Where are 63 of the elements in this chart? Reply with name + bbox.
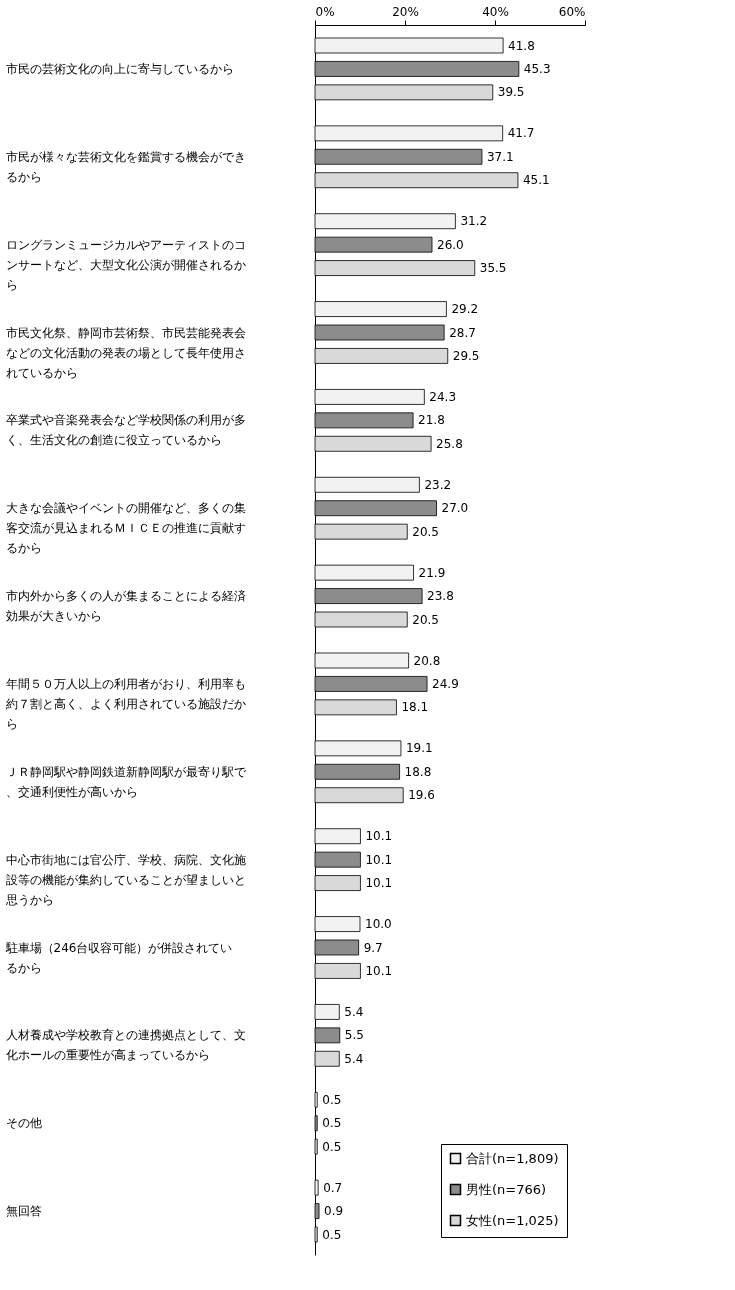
data-label: 10.1	[365, 876, 393, 891]
y-tick-label: 市内外から多くの人が集まることによる経済効果が大きいから	[5, 589, 246, 624]
y-tick-label: 市民が様々な芸術文化を鑑賞する機会ができるから	[5, 149, 246, 184]
data-label: 27.0	[441, 501, 469, 516]
legend-label: 合計(n=1,809)	[466, 1150, 559, 1166]
data-label: 9.7	[363, 940, 383, 955]
data-label: 18.8	[404, 764, 432, 779]
x-tick-label: 40%	[482, 4, 509, 19]
data-label: 10.1	[365, 963, 393, 978]
data-label: 0.5	[322, 1116, 342, 1131]
data-label: 21.9	[418, 565, 446, 580]
legend-label: 男性(n=766)	[466, 1181, 547, 1197]
data-label: 10.1	[365, 852, 393, 867]
data-label: 21.8	[418, 413, 445, 428]
data-label: 24.3	[429, 389, 457, 404]
y-tick-label: 中心市街地には官公庁、学校、病院、文化施設等の機能が集約していることが望ましいと思うから	[4, 852, 246, 907]
data-label: 39.5	[497, 85, 525, 100]
data-label: 19.1	[405, 741, 433, 756]
data-label: 35.5	[479, 261, 507, 276]
x-tick-label: 20%	[392, 4, 419, 19]
y-tick-label: 駐車場（246台収容可能）が併設されているから	[4, 940, 233, 975]
data-label: 5.4	[344, 1051, 364, 1066]
data-label: 10.1	[365, 829, 393, 844]
data-label: 20.5	[412, 524, 439, 539]
data-label: 20.5	[412, 612, 439, 627]
data-label: 24.9	[432, 676, 459, 691]
y-tick-label: ロングランミュージカルやアーティストのコンサートなど、大型文化公演が開催されるから	[5, 237, 246, 292]
data-label: 37.1	[486, 149, 514, 164]
data-label: 20.8	[413, 653, 441, 668]
data-label: 31.2	[460, 214, 488, 229]
data-label: 0.5	[322, 1139, 342, 1154]
data-label: 5.4	[344, 1004, 364, 1019]
data-label: 28.7	[449, 325, 476, 340]
x-tick-label: 0%	[315, 4, 335, 19]
y-tick-label: 年間５０万人以上の利用者がおり、利用率も約７割と高く、よく利用されている施設だから	[5, 676, 246, 731]
y-tick-label: 大きな会議やイベントの開催など、多くの集客交流が見込まれるＭＩＣＥの推進に貢献するから	[5, 501, 246, 556]
y-tick-label: 市民文化祭、静岡市芸術祭、市民芸能発表会などの文化活動の発表の場として長年使用されているから	[5, 325, 246, 380]
data-label: 0.5	[322, 1227, 342, 1242]
data-label: 0.5	[322, 1092, 342, 1107]
x-tick-label: 60%	[558, 4, 586, 19]
y-tick-label: 卒業式や音楽発表会など学校関係の利用が多く、生活文化の創造に役立っているから	[5, 413, 246, 448]
data-label: 5.5	[344, 1028, 364, 1043]
data-label: 0.9	[324, 1204, 344, 1219]
data-label: 0.7	[323, 1180, 343, 1195]
y-tick-label: その他	[5, 1116, 42, 1131]
y-tick-label: 人材養成や学校教育との連携拠点として、文化ホールの重要性が高まっているから	[5, 1028, 246, 1063]
y-tick-label: ＪＲ静岡駅や静岡鉄道新静岡駅が最寄り駅で、交通利便性が高いから	[5, 764, 247, 799]
y-tick-label: 市民の芸術文化の向上に寄与しているから	[5, 61, 234, 76]
legend-label: 女性(n=1,025)	[466, 1212, 559, 1228]
data-label: 29.2	[451, 302, 479, 317]
data-label: 19.6	[408, 788, 435, 803]
data-label: 10.0	[365, 917, 392, 932]
data-label: 26.0	[437, 237, 464, 252]
data-label: 45.3	[523, 61, 551, 76]
data-label: 18.1	[401, 700, 429, 715]
data-label: 45.1	[522, 173, 550, 188]
data-label: 41.8	[508, 38, 535, 53]
data-label: 41.7	[507, 126, 535, 141]
data-label: 25.8	[436, 436, 463, 451]
data-label: 29.5	[452, 348, 480, 363]
y-tick-label: 無回答	[5, 1204, 42, 1219]
data-label: 23.2	[424, 477, 452, 492]
data-label: 23.8	[427, 589, 454, 604]
